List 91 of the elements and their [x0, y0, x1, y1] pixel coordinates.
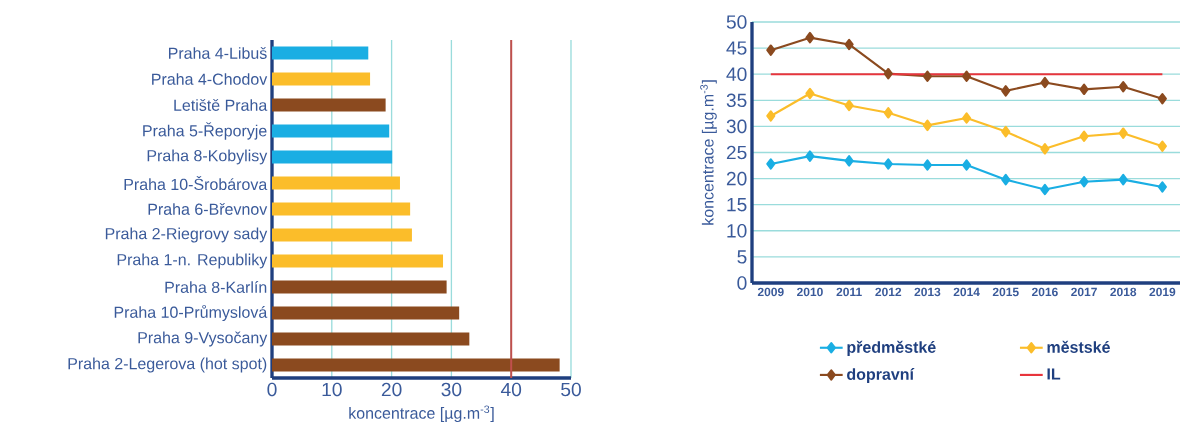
bar — [272, 176, 400, 190]
y-tick-label: 25 — [726, 145, 747, 160]
y-tick-label: Letiště Praha — [174, 99, 268, 111]
point — [844, 38, 854, 51]
y-tick-label: Praha 1-n. Republiky — [117, 253, 268, 269]
x-tick-label: 40 — [500, 382, 522, 397]
point — [805, 150, 815, 162]
x-tick-label: 10 — [322, 382, 342, 397]
bar — [272, 254, 444, 268]
point — [766, 158, 776, 170]
point — [1001, 173, 1011, 186]
y-tick-label: 35 — [726, 93, 747, 108]
point — [922, 119, 932, 132]
point — [883, 107, 893, 119]
point — [805, 31, 815, 44]
bar — [272, 228, 412, 242]
point — [1040, 183, 1050, 196]
x-tick-label: 2017 — [1071, 287, 1097, 297]
point — [1118, 127, 1128, 139]
y-tick-label: Praha 10-Průmyslová — [114, 304, 268, 322]
y-tick-label: Praha 4-Libuš — [169, 47, 267, 59]
x-tick-label: 2013 — [914, 287, 941, 297]
bar — [272, 358, 560, 372]
point — [962, 159, 972, 171]
legend-label: předměstké — [847, 340, 936, 357]
x-tick-label: 2019 — [1149, 287, 1176, 297]
point — [1118, 80, 1128, 93]
y-tick-label: Praha 5-Řeporyje — [143, 122, 267, 140]
point — [1040, 143, 1050, 155]
x-tick-label: 2016 — [1031, 287, 1058, 297]
point — [1157, 92, 1167, 105]
x-tick-label: 2010 — [797, 287, 823, 297]
point — [1079, 175, 1089, 188]
point — [1079, 130, 1089, 143]
point — [766, 44, 776, 56]
x-axis-title: koncentrace [µg.m$^{-3}$] — [349, 405, 494, 423]
point — [883, 67, 893, 80]
y-tick-label: Praha 6-Břevnov — [148, 203, 268, 215]
legend-label: IL — [1047, 368, 1061, 380]
point — [766, 110, 776, 122]
point — [844, 99, 854, 112]
point — [883, 158, 893, 170]
y-tick-label: Praha 2-Legerova (hot spot) — [68, 357, 267, 373]
bar — [272, 98, 386, 112]
y-axis-title: koncentrace [µg.m$^{-3}$] — [700, 80, 717, 225]
point — [1001, 85, 1011, 97]
y-tick-label: 40 — [726, 67, 747, 81]
y-tick-label: Praha 10-Šrobárova — [124, 175, 268, 191]
point — [1118, 173, 1128, 186]
bar — [272, 150, 393, 164]
y-tick-label: 15 — [727, 197, 747, 212]
point — [844, 155, 854, 167]
legend-label: městské — [1047, 340, 1110, 353]
point — [1157, 181, 1167, 193]
point — [1001, 125, 1011, 138]
y-tick-label: Praha 4-Chodov — [152, 73, 268, 85]
y-tick-label: Praha 8-Kobylisy — [147, 149, 268, 165]
y-tick-label: 10 — [727, 224, 747, 238]
x-tick-label: 2018 — [1110, 287, 1137, 297]
y-tick-label: 45 — [726, 41, 747, 55]
point — [805, 87, 815, 100]
x-tick-label: 2012 — [875, 287, 902, 297]
x-tick-label: 2011 — [836, 287, 862, 297]
x-tick-label: 2014 — [953, 287, 980, 297]
x-tick-label: 20 — [381, 382, 402, 397]
x-tick-label: 50 — [561, 382, 581, 397]
point — [922, 159, 932, 171]
point — [1079, 83, 1089, 96]
y-tick-label: 30 — [726, 119, 747, 134]
y-tick-label: Praha 2-Riegrovy sady — [105, 227, 268, 243]
point — [962, 112, 972, 124]
point — [1157, 140, 1167, 152]
y-tick-label: 20 — [726, 171, 747, 186]
point — [962, 70, 972, 83]
bar — [272, 46, 369, 60]
bar — [272, 124, 390, 138]
bar — [272, 72, 371, 86]
x-tick-label: 2015 — [992, 287, 1019, 297]
legend-label: dopravní — [847, 368, 915, 384]
bar — [272, 306, 460, 320]
bar — [272, 202, 411, 216]
point — [1040, 76, 1050, 89]
x-tick-label: 30 — [441, 382, 462, 397]
point — [922, 70, 932, 83]
bar — [272, 332, 470, 346]
x-tick-label: 2009 — [757, 287, 784, 297]
y-tick-label: Praha 8-Karlín — [165, 281, 267, 293]
bar — [272, 280, 447, 294]
y-tick-label: 5 — [737, 250, 747, 264]
y-tick-label: 50 — [726, 15, 747, 29]
y-tick-label: Praha 9-Vysočany — [138, 331, 268, 347]
